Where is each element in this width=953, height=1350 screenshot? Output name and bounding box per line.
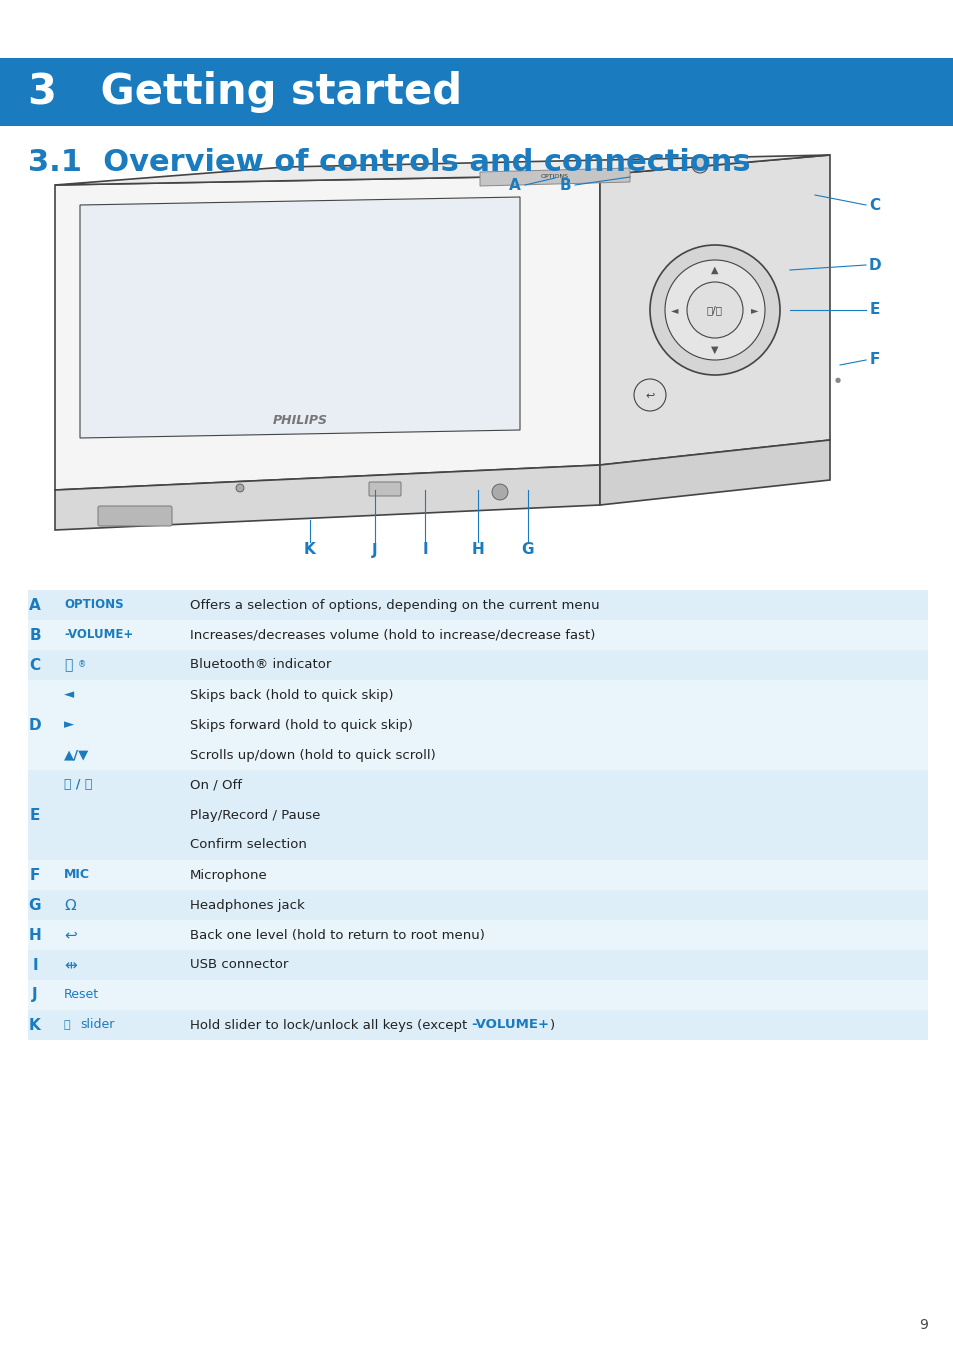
Text: Hold slider to lock/unlock all keys (except: Hold slider to lock/unlock all keys (exc… [190,1018,471,1031]
Text: ▼: ▼ [711,346,718,355]
Bar [0,58,953,126]
Text: ●: ● [834,377,841,383]
Text: Headphones jack: Headphones jack [190,899,304,911]
Bar [28,680,927,769]
Bar [28,590,927,620]
Text: G: G [29,898,41,913]
Text: -VOLUME+: -VOLUME+ [471,1018,549,1031]
Text: D: D [29,717,41,733]
Text: ⓤ / ⏯: ⓤ / ⏯ [64,779,92,791]
Text: D: D [868,258,881,273]
Text: OPTIONS: OPTIONS [64,598,124,612]
Text: Confirm selection: Confirm selection [190,838,307,852]
Text: Reset: Reset [64,988,99,1002]
Text: B: B [558,177,570,193]
Circle shape [691,157,707,173]
Text: Play/Record / Pause: Play/Record / Pause [190,809,320,822]
Text: H: H [29,927,41,942]
Polygon shape [55,176,599,490]
Text: 9: 9 [918,1318,927,1332]
Text: J: J [372,543,377,558]
Text: Skips back (hold to quick skip): Skips back (hold to quick skip) [190,688,393,702]
Text: USB connector: USB connector [190,958,288,972]
Text: I: I [422,543,427,558]
Text: ®: ® [78,660,86,670]
Circle shape [492,485,507,500]
Polygon shape [479,167,629,186]
Text: C: C [30,657,41,672]
Bar [28,860,927,890]
Text: Increases/decreases volume (hold to increase/decrease fast): Increases/decreases volume (hold to incr… [190,629,595,641]
Circle shape [664,261,764,360]
Text: Ω: Ω [64,898,75,913]
Polygon shape [55,464,599,531]
Text: PHILIPS: PHILIPS [273,413,327,427]
Bar [28,919,927,950]
Text: ◄: ◄ [64,688,74,702]
Text: E: E [869,302,880,317]
Polygon shape [599,155,829,464]
Text: Skips forward (hold to quick skip): Skips forward (hold to quick skip) [190,718,413,732]
Circle shape [235,485,244,491]
Bar [28,890,927,919]
FancyBboxPatch shape [98,506,172,526]
Circle shape [649,244,780,375]
Text: On / Off: On / Off [190,779,242,791]
Text: OPTIONS: OPTIONS [540,174,568,180]
Text: ⇹: ⇹ [64,957,76,972]
Text: ►: ► [750,305,758,315]
Text: -VOLUME+: -VOLUME+ [64,629,133,641]
Text: Microphone: Microphone [190,868,268,882]
Bar [28,769,927,860]
Bar [28,1010,927,1040]
Text: ►: ► [64,718,74,732]
Text: 3.1  Overview of controls and connections: 3.1 Overview of controls and connections [28,148,750,177]
Text: F: F [30,868,40,883]
Text: H: H [471,543,484,558]
Text: I: I [32,957,38,972]
Text: C: C [868,197,880,212]
Polygon shape [55,155,829,185]
Text: ): ) [549,1018,554,1031]
Text: J: J [32,987,38,1003]
Text: ◄: ◄ [671,305,678,315]
Text: ▲/▼: ▲/▼ [64,748,90,761]
Bar [28,620,927,649]
Bar [28,950,927,980]
Polygon shape [80,197,519,437]
Text: ▲: ▲ [711,265,718,275]
Text: ↩: ↩ [64,927,76,942]
Bar [28,980,927,1010]
Text: MIC: MIC [64,868,90,882]
Text: ⓤ/⏯: ⓤ/⏯ [706,305,722,315]
Text: 🔒: 🔒 [64,1021,71,1030]
Text: ↩: ↩ [644,390,654,400]
Text: A: A [30,598,41,613]
Text: A: A [509,177,520,193]
Text: E: E [30,807,40,822]
Polygon shape [599,440,829,505]
Circle shape [686,282,742,338]
FancyBboxPatch shape [369,482,400,495]
Bar [28,649,927,680]
Text: B: B [30,628,41,643]
Text: G: G [521,543,534,558]
Text: slider: slider [80,1018,114,1031]
Text: K: K [304,543,315,558]
Text: 3   Getting started: 3 Getting started [28,72,461,113]
Text: K: K [30,1018,41,1033]
Text: F: F [869,352,880,367]
Text: Scrolls up/down (hold to quick scroll): Scrolls up/down (hold to quick scroll) [190,748,436,761]
Text: Back one level (hold to return to root menu): Back one level (hold to return to root m… [190,929,484,941]
Text: Bluetooth® indicator: Bluetooth® indicator [190,659,331,671]
Text: ⦿: ⦿ [64,657,72,672]
Text: Offers a selection of options, depending on the current menu: Offers a selection of options, depending… [190,598,599,612]
Circle shape [634,379,665,410]
